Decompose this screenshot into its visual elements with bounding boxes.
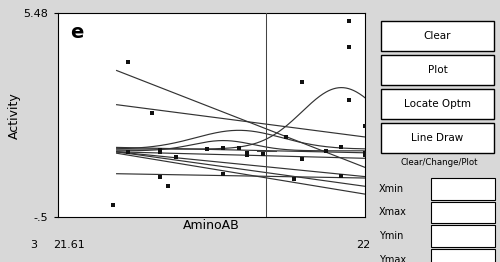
Point [345,97,353,102]
FancyBboxPatch shape [382,55,494,85]
Point [361,151,369,155]
Point [172,155,180,159]
Point [108,203,116,208]
Point [361,153,369,157]
Text: Line Draw: Line Draw [412,133,464,143]
Point [242,153,250,157]
Point [242,151,250,155]
Text: Xmin: Xmin [379,184,404,194]
Point [164,184,172,188]
Y-axis label: Activity: Activity [8,92,21,139]
Point [156,149,164,154]
Text: Ymin: Ymin [379,231,403,241]
FancyBboxPatch shape [382,21,494,51]
Point [298,80,306,85]
Point [219,172,227,176]
Point [298,157,306,161]
Point [124,60,132,64]
FancyBboxPatch shape [431,249,495,262]
FancyBboxPatch shape [431,178,495,200]
X-axis label: AminoAB: AminoAB [183,219,240,232]
FancyBboxPatch shape [431,225,495,247]
Point [235,146,243,151]
FancyBboxPatch shape [382,123,494,153]
Point [204,147,212,151]
Point [148,111,156,115]
Point [219,146,227,151]
FancyBboxPatch shape [382,89,494,119]
Text: Ymax: Ymax [379,255,406,262]
Point [282,135,290,139]
Point [338,145,345,149]
Point [124,149,132,154]
Text: Xmax: Xmax [379,208,407,217]
FancyBboxPatch shape [431,202,495,223]
Point [156,148,164,152]
Point [345,45,353,49]
Point [156,175,164,179]
Text: 3: 3 [30,239,38,250]
Text: Plot: Plot [428,65,448,75]
Text: Clear: Clear [424,31,452,41]
Text: e: e [70,23,83,42]
Point [322,149,330,153]
Point [345,19,353,23]
Point [338,174,345,178]
Text: 21.61: 21.61 [53,239,85,250]
Point [290,177,298,181]
Text: Locate Optm: Locate Optm [404,99,471,109]
Text: 22: 22 [356,239,370,250]
Text: Clear/Change/Plot: Clear/Change/Plot [400,158,477,167]
Point [258,152,266,156]
Point [361,124,369,128]
